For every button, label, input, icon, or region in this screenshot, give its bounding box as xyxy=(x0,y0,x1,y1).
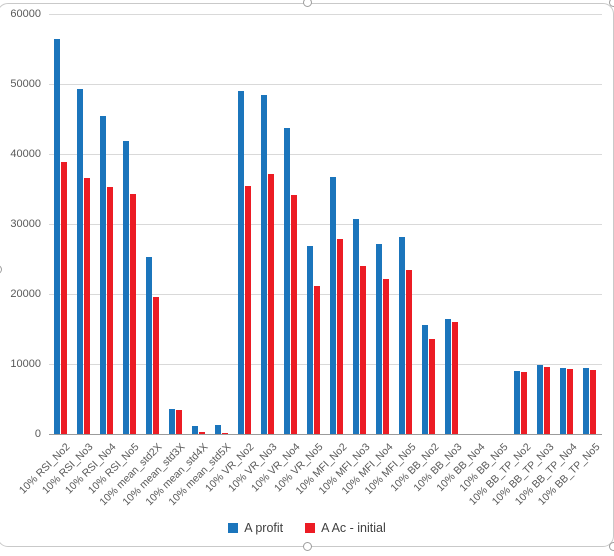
bar-ac-initial[interactable] xyxy=(544,366,551,434)
bar-profit[interactable] xyxy=(376,243,383,434)
bar-profit[interactable] xyxy=(537,365,544,434)
bar-profit[interactable] xyxy=(145,256,152,434)
y-axis-tick-label: 30000 xyxy=(10,218,41,230)
legend-label-a-profit: A profit xyxy=(244,521,284,535)
bar-ac-initial[interactable] xyxy=(244,185,251,434)
y-axis-tick-label: 50000 xyxy=(10,78,41,90)
legend-swatch-blue xyxy=(228,523,239,533)
y-axis-tick-label: 0 xyxy=(34,428,41,440)
legend-label-a-ac-initial: A Ac - initial xyxy=(321,521,386,535)
gridline xyxy=(48,224,602,225)
bar-ac-initial[interactable] xyxy=(567,368,574,434)
bar-ac-initial[interactable] xyxy=(313,286,320,434)
bar-ac-initial[interactable] xyxy=(337,238,344,434)
bar-ac-initial[interactable] xyxy=(360,266,367,434)
gridline xyxy=(48,14,602,15)
y-axis-tick-label: 20000 xyxy=(10,288,41,300)
bar-ac-initial[interactable] xyxy=(198,431,205,434)
legend-swatch-red xyxy=(305,523,316,533)
bar-ac-initial[interactable] xyxy=(152,296,159,434)
legend-item-a-ac-initial[interactable]: A Ac - initial xyxy=(305,521,386,535)
bar-ac-initial[interactable] xyxy=(452,322,459,434)
bar-ac-initial[interactable] xyxy=(290,195,297,434)
bar-profit[interactable] xyxy=(283,128,290,434)
selection-handle-bottom-center[interactable] xyxy=(303,542,312,551)
bar-ac-initial[interactable] xyxy=(221,432,228,434)
bar-profit[interactable] xyxy=(422,324,429,434)
bar-profit[interactable] xyxy=(122,140,129,434)
bar-profit[interactable] xyxy=(330,177,337,434)
y-axis-tick-label: 10000 xyxy=(10,358,41,370)
bar-ac-initial[interactable] xyxy=(521,372,528,434)
bar-ac-initial[interactable] xyxy=(175,410,182,434)
bar-ac-initial[interactable] xyxy=(267,173,274,434)
y-axis-tick-label: 60000 xyxy=(10,8,41,20)
bar-profit[interactable] xyxy=(399,237,406,434)
legend-item-a-profit[interactable]: A profit xyxy=(228,521,283,535)
bar-ac-initial[interactable] xyxy=(106,186,113,434)
bar-profit[interactable] xyxy=(353,219,360,434)
bar-profit[interactable] xyxy=(99,116,106,434)
legend: A profit A Ac - initial xyxy=(0,518,614,538)
bar-ac-initial[interactable] xyxy=(83,177,90,434)
gridline xyxy=(48,294,602,295)
bar-profit[interactable] xyxy=(260,95,267,434)
gridline xyxy=(48,364,602,365)
bar-profit[interactable] xyxy=(583,368,590,434)
bar-profit[interactable] xyxy=(168,408,175,434)
bar-ac-initial[interactable] xyxy=(383,279,390,434)
bar-profit[interactable] xyxy=(306,245,313,434)
bar-profit[interactable] xyxy=(514,371,521,434)
bar-profit[interactable] xyxy=(237,91,244,434)
bar-profit[interactable] xyxy=(560,367,567,434)
gridline xyxy=(48,154,602,155)
y-axis-tick-label: 40000 xyxy=(10,148,41,160)
bar-ac-initial[interactable] xyxy=(129,193,136,434)
bar-ac-initial[interactable] xyxy=(590,369,597,434)
bar-profit[interactable] xyxy=(445,319,452,434)
bar-ac-initial[interactable] xyxy=(406,269,413,434)
selection-handle-top-right[interactable] xyxy=(609,0,614,7)
bar-profit[interactable] xyxy=(53,38,60,434)
selection-handle-bottom-right[interactable] xyxy=(609,542,614,551)
gridline xyxy=(48,84,602,85)
bar-ac-initial[interactable] xyxy=(429,338,436,434)
bar-ac-initial[interactable] xyxy=(60,161,67,434)
selection-handle-top-center[interactable] xyxy=(303,0,312,7)
bar-profit[interactable] xyxy=(76,88,83,434)
bar-profit[interactable] xyxy=(214,425,221,434)
x-axis-line xyxy=(48,434,602,435)
bar-profit[interactable] xyxy=(191,426,198,434)
